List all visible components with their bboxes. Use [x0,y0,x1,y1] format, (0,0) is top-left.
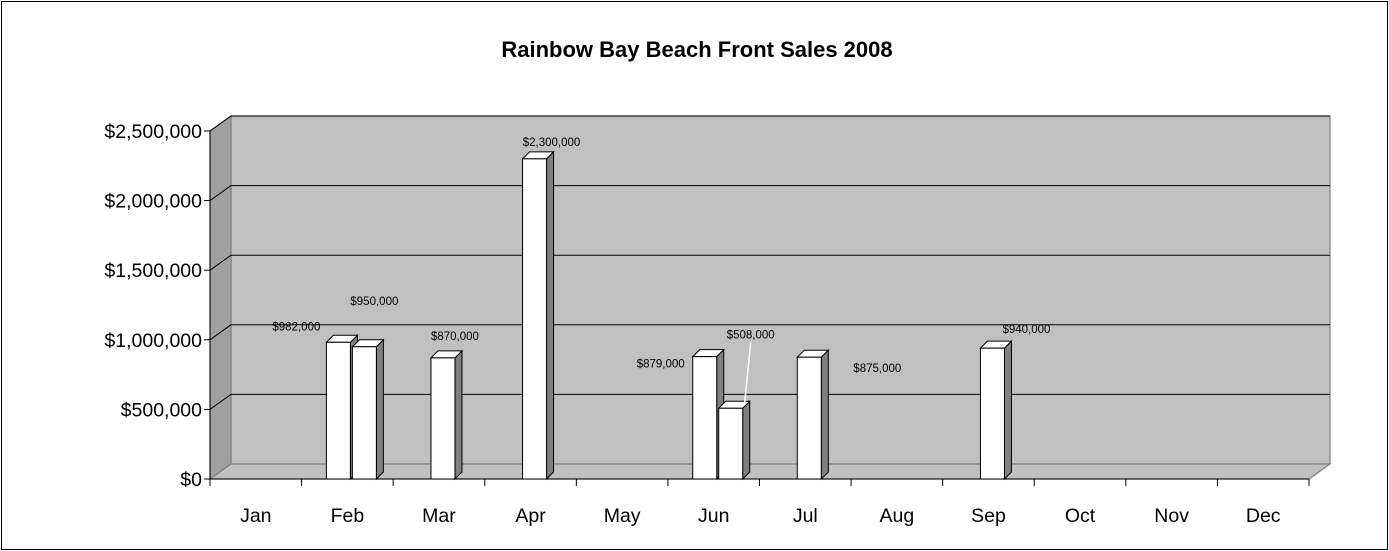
x-tick-label: Nov [1154,505,1189,527]
bar-front [979,347,1005,480]
y-tick-label: $2,500,000 [104,121,202,143]
bar-front [692,356,718,480]
y-tick-label: $500,000 [121,399,202,421]
bar-side [820,348,829,481]
bar-front [325,341,351,480]
gridline [209,324,1330,341]
x-tick-label: Mar [422,505,456,527]
gridline [209,393,1330,410]
plot-back-wall [230,115,1331,465]
data-label: $879,000 [637,359,685,371]
gridline [209,254,1330,271]
bar [717,400,751,481]
bar-front [430,357,456,480]
x-tick-label: Jul [793,505,818,527]
bar [521,150,555,481]
y-tick-label: $1,500,000 [104,260,202,282]
gridline [209,115,1330,132]
bar-side [375,338,384,481]
x-tick-label: Aug [880,505,915,527]
bar-series [325,150,1013,481]
data-labels: $982,000 $950,000 $870,000 $2,300,000 $879,0… [272,137,1050,403]
y-axis-ticks: $0 $500,000 $1,000,000 $1,500,000 $2,000,000… [104,121,210,491]
data-label-leader [743,342,752,403]
data-label: $982,000 [272,321,320,333]
x-tick-label: Oct [1065,505,1096,527]
bar-side [454,349,463,481]
bar-side [742,400,751,481]
x-tick-label: Jan [240,505,271,527]
data-label: $940,000 [1002,324,1050,336]
x-tick-label: Jun [698,505,729,527]
plot-side-wall [209,114,232,481]
bar-front [351,346,377,480]
y-tick-label: $2,000,000 [104,191,202,213]
bar [796,348,830,481]
bar-front [718,407,744,480]
y-tick-label: $1,000,000 [104,330,202,352]
bar-front [796,356,822,480]
bar-front [522,158,548,480]
x-tick-label: Apr [515,505,546,527]
x-tick-label: Dec [1246,505,1281,527]
data-label: $508,000 [727,329,775,341]
x-tick-label: Feb [331,505,365,527]
bar [979,339,1013,481]
gridline [209,185,1330,202]
bar [429,349,464,481]
x-axis-ticks: Jan Feb Mar Apr May Jun Jul Aug Sep Oct Nov Dec [209,479,1310,527]
data-label: $2,300,000 [523,137,581,149]
data-label: $875,000 [853,363,901,375]
bar-side [546,150,555,481]
data-label: $950,000 [350,296,398,308]
y-tick-label: $0 [180,469,202,491]
chart-title: Rainbow Bay Beach Front Sales 2008 [501,37,892,62]
x-tick-label: Sep [971,505,1006,527]
data-label: $870,000 [431,331,479,343]
bar-side [1003,339,1012,481]
bar [351,338,385,481]
plot-area [208,114,1332,481]
x-tick-label: May [604,505,641,527]
